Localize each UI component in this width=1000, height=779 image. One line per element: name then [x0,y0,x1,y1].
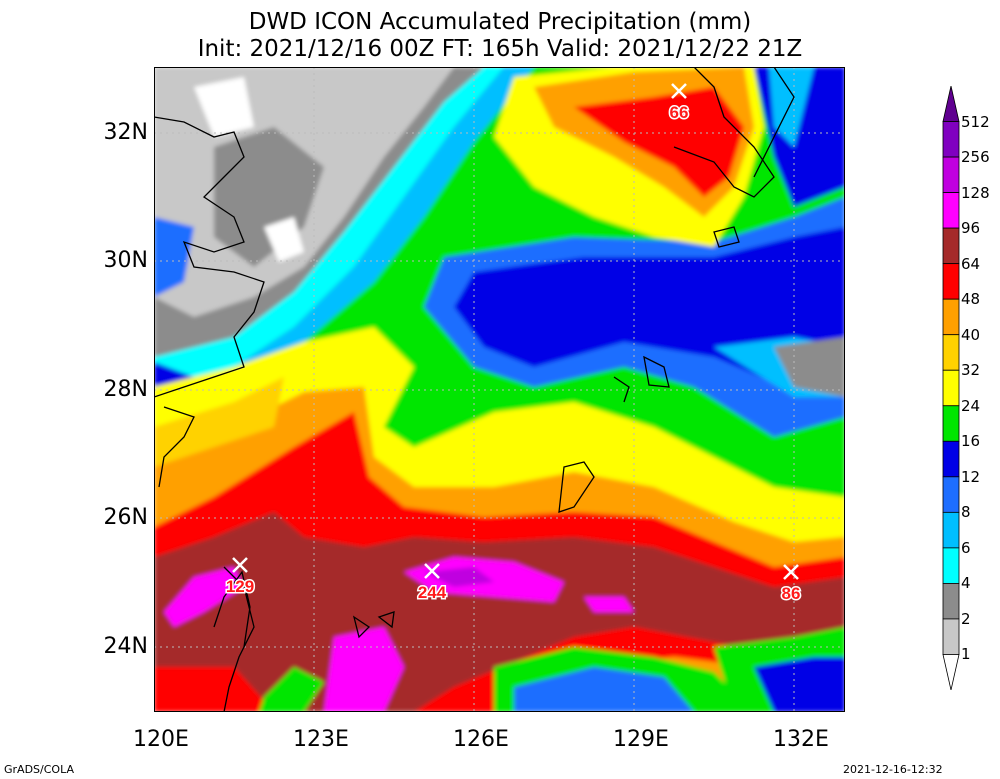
colorbar-label: 1 [961,645,971,664]
colorbar-label: 4 [961,574,971,593]
graticule [154,67,845,712]
colorbar-swatch [942,263,960,300]
colorbar-swatch [942,654,960,690]
colorbar-swatch [942,583,960,620]
max-marker-66 [671,83,687,99]
colorbar-swatch [942,121,960,158]
colorbar-swatch [942,298,960,336]
lon-label-132e: 132E [773,727,829,752]
title-line-2: Init: 2021/12/16 00Z FT: 165h Valid: 202… [197,36,803,62]
max-markers [232,83,799,580]
colorbar-swatch [942,369,960,407]
lat-label-26n: 26N [103,505,148,530]
colorbar-label: 256 [961,148,990,167]
coastlines [154,67,795,712]
colorbar-label: 96 [961,219,981,238]
colorbar-swatch [942,227,960,265]
colorbar-label: 128 [961,183,990,202]
colorbar-swatch [942,192,960,229]
max-label-129: 129 [226,577,254,596]
footer-left: GrADS/COLA [4,763,74,776]
colorbar-swatch [942,405,960,442]
colorbar-swatch [942,511,960,549]
footer-right: 2021-12-16-12:32 [843,763,943,776]
lat-label-28n: 28N [103,377,148,402]
colorbar-label: 40 [961,325,981,344]
colorbar-label: 64 [961,254,981,273]
max-marker-86 [783,564,799,580]
precipitation-fields [154,67,845,712]
lat-label-30n: 30N [103,248,148,273]
max-label-86: 86 [782,584,801,603]
colorbar [942,86,960,690]
lon-label-120e: 120E [133,727,189,752]
colorbar-swatch [942,618,960,655]
colorbar-swatch [942,440,960,478]
colorbar-label: 48 [961,290,981,309]
colorbar-label: 32 [961,361,981,380]
colorbar-swatch [942,156,960,193]
colorbar-label: 16 [961,432,981,451]
colorbar-label: 6 [961,538,971,557]
colorbar-label: 24 [961,396,981,415]
max-marker-129 [232,557,248,573]
lat-label-32n: 32N [103,120,148,145]
colorbar-label: 8 [961,503,971,522]
colorbar-swatch [942,476,960,513]
max-label-66: 66 [670,103,689,122]
colorbar-label: 512 [961,112,990,131]
lon-label-126e: 126E [453,727,509,752]
colorbar-swatch [942,547,960,584]
lat-label-24n: 24N [103,634,148,659]
title-line-1: DWD ICON Accumulated Precipitation (mm) [248,9,752,35]
lon-label-123e: 123E [293,727,349,752]
max-marker-244 [424,563,440,579]
colorbar-label: 2 [961,609,971,628]
lon-label-129e: 129E [613,727,669,752]
colorbar-swatch [942,86,960,122]
colorbar-label: 12 [961,467,981,486]
max-label-244: 244 [418,583,447,602]
colorbar-swatch [942,334,960,371]
precipitation-map: 129 244 86 66 [154,67,845,712]
